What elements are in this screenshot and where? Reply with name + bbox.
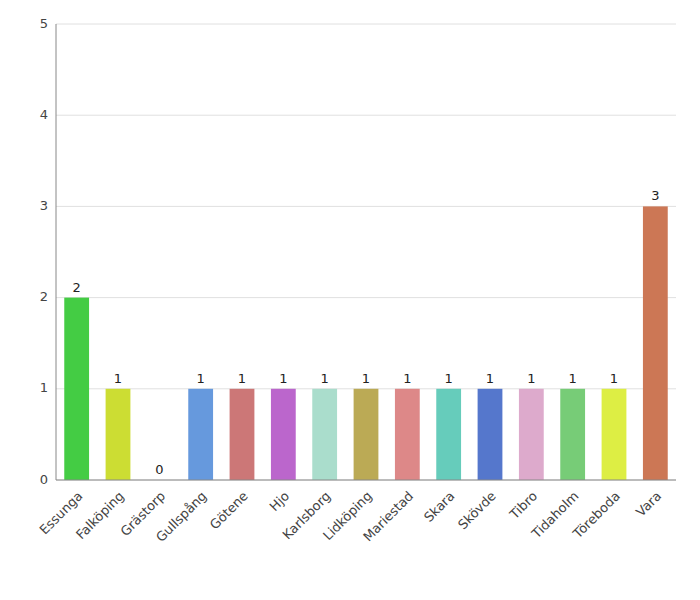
grid-line — [56, 24, 676, 25]
data-label: 1 — [403, 371, 411, 386]
data-label: 1 — [527, 371, 535, 386]
x-axis-line — [56, 480, 676, 481]
y-axis-line — [56, 24, 57, 480]
data-label: 1 — [362, 371, 370, 386]
x-tick-label: Tibro — [506, 488, 540, 522]
x-tick-label: Skövde — [455, 488, 499, 532]
x-tick-label: Vara — [633, 488, 664, 519]
y-tick-label: 5 — [40, 16, 48, 31]
y-tick-label: 1 — [40, 380, 48, 395]
grid-line — [56, 115, 676, 116]
data-label: 2 — [73, 280, 81, 295]
bar — [188, 389, 213, 480]
grid-line — [56, 206, 676, 207]
x-tick-label: Töreboda — [569, 488, 623, 542]
x-tick-label: Hjo — [267, 488, 293, 514]
bar — [312, 389, 337, 480]
data-label: 1 — [486, 371, 494, 386]
data-label: 1 — [114, 371, 122, 386]
grid-line — [56, 480, 676, 481]
y-tick-label: 4 — [40, 107, 48, 122]
bar — [230, 389, 255, 480]
bar — [478, 389, 503, 480]
bar — [436, 389, 461, 480]
data-label: 0 — [155, 462, 163, 477]
bar — [354, 389, 379, 480]
y-tick-label: 2 — [40, 289, 48, 304]
data-label: 1 — [569, 371, 577, 386]
bar — [602, 389, 627, 480]
grid-line — [56, 297, 676, 298]
bars — [64, 206, 667, 480]
x-axis: EssungaFalköpingGrästorpGullspångGöteneH… — [36, 488, 664, 545]
bar — [395, 389, 420, 480]
bar — [560, 389, 585, 480]
x-tick-label: Falköping — [73, 488, 127, 542]
data-label: 3 — [651, 188, 659, 203]
y-grid — [56, 24, 676, 480]
page: {"chart_data": {"type": "bar", "categori… — [0, 0, 700, 600]
chart-container: 0 1 2 3 4 5 2 1 0 1 1 1 1 1 1 1 1 1 1 1 3 EssungaFalköpingGrä… — [0, 0, 700, 600]
x-tick-label: Gullspång — [153, 488, 210, 545]
data-label: 1 — [610, 371, 618, 386]
data-label: 1 — [197, 371, 205, 386]
bar — [106, 389, 131, 480]
data-label: 1 — [279, 371, 287, 386]
y-axis: 0 1 2 3 4 5 — [40, 16, 48, 487]
x-tick-label: Mariestad — [360, 488, 416, 544]
x-tick-label: Skara — [421, 488, 458, 525]
data-label: 1 — [445, 371, 453, 386]
bar — [643, 206, 668, 480]
data-labels: 2 1 0 1 1 1 1 1 1 1 1 1 1 1 3 — [73, 188, 660, 477]
data-label: 1 — [238, 371, 246, 386]
data-label: 1 — [321, 371, 329, 386]
y-tick-label: 3 — [40, 198, 48, 213]
bar — [519, 389, 544, 480]
bar — [271, 389, 296, 480]
y-tick-label: 0 — [40, 472, 48, 487]
bar — [64, 298, 89, 480]
x-tick-label: Götene — [207, 488, 251, 532]
chart-svg: 0 1 2 3 4 5 2 1 0 1 1 1 1 1 1 1 1 1 1 1 3 EssungaFalköpingGrä… — [0, 0, 700, 600]
